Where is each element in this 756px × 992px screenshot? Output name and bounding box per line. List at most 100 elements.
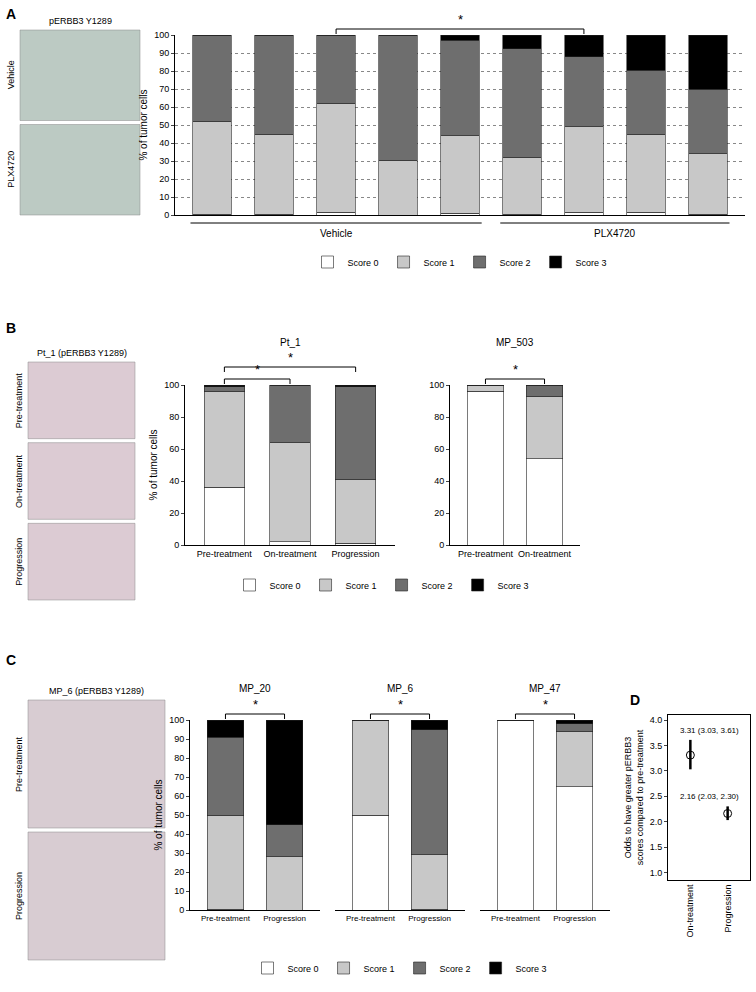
svg-text:*: *	[543, 697, 548, 712]
svg-text:0: 0	[179, 905, 184, 915]
svg-text:10: 10	[174, 886, 184, 896]
svg-text:Progression: Progression	[14, 538, 24, 586]
svg-text:Pre-treatment: Pre-treatment	[491, 914, 541, 923]
svg-text:*: *	[398, 697, 403, 712]
svg-text:Score 3: Score 3	[498, 581, 529, 591]
svg-text:80: 80	[434, 412, 444, 422]
svg-text:Score 0: Score 0	[348, 258, 379, 268]
svg-text:60: 60	[169, 444, 179, 454]
svg-text:40: 40	[174, 829, 184, 839]
svg-text:30: 30	[159, 156, 169, 166]
svg-text:0: 0	[174, 540, 179, 550]
svg-text:Score 0: Score 0	[270, 581, 301, 591]
svg-text:*: *	[288, 350, 293, 365]
svg-text:70: 70	[159, 84, 169, 94]
svg-text:On-treatment: On-treatment	[685, 884, 695, 938]
svg-text:Score 3: Score 3	[576, 258, 607, 268]
svg-text:Score 3: Score 3	[516, 964, 547, 974]
svg-text:2.16 (2.03, 2.30): 2.16 (2.03, 2.30)	[680, 792, 739, 801]
svg-text:40: 40	[159, 138, 169, 148]
svg-text:*: *	[253, 697, 258, 712]
svg-text:60: 60	[434, 444, 444, 454]
svg-text:100: 100	[164, 380, 179, 390]
svg-text:70: 70	[174, 772, 184, 782]
svg-text:*: *	[513, 362, 518, 377]
svg-text:20: 20	[174, 867, 184, 877]
svg-text:Pre-treatment: Pre-treatment	[14, 736, 24, 792]
svg-text:10: 10	[159, 192, 169, 202]
svg-text:1.5: 1.5	[650, 842, 663, 852]
svg-text:A: A	[6, 6, 16, 22]
svg-text:% of tumor cells: % of tumor cells	[153, 779, 164, 850]
svg-text:Pre-treatment: Pre-treatment	[458, 549, 514, 559]
svg-text:MP_503: MP_503	[496, 337, 534, 348]
svg-text:100: 100	[154, 30, 169, 40]
svg-text:Score 1: Score 1	[364, 964, 395, 974]
svg-text:PLX4720: PLX4720	[6, 151, 16, 188]
svg-text:Progression: Progression	[263, 914, 306, 923]
svg-text:MP_20: MP_20	[239, 683, 271, 694]
svg-text:Score 1: Score 1	[346, 581, 377, 591]
svg-text:2.0: 2.0	[650, 817, 663, 827]
svg-text:Score 2: Score 2	[500, 258, 531, 268]
svg-text:60: 60	[174, 791, 184, 801]
svg-text:60: 60	[159, 102, 169, 112]
svg-text:Progression: Progression	[723, 885, 733, 933]
svg-text:50: 50	[174, 810, 184, 820]
svg-text:0: 0	[439, 540, 444, 550]
svg-text:3.31 (3.03, 3.61): 3.31 (3.03, 3.61)	[680, 726, 739, 735]
svg-text:Pre-treatment: Pre-treatment	[346, 914, 396, 923]
svg-text:pERBB3 Y1289: pERBB3 Y1289	[49, 16, 112, 26]
svg-text:Score 1: Score 1	[424, 258, 455, 268]
svg-text:Progression: Progression	[553, 914, 596, 923]
svg-text:90: 90	[174, 734, 184, 744]
svg-text:Pt_1: Pt_1	[280, 337, 301, 348]
svg-text:100: 100	[429, 380, 444, 390]
svg-text:1.0: 1.0	[650, 868, 663, 878]
svg-text:Odds to have greater pERBB3sco: Odds to have greater pERBB3scores compar…	[623, 729, 645, 865]
svg-text:MP_6 (pERBB3 Y1289): MP_6 (pERBB3 Y1289)	[49, 686, 144, 696]
svg-text:Score 2: Score 2	[440, 964, 471, 974]
svg-text:D: D	[630, 692, 640, 708]
svg-text:% of tumor cells: % of tumor cells	[148, 429, 159, 500]
svg-text:Progression: Progression	[332, 549, 380, 559]
svg-text:*: *	[255, 362, 260, 377]
svg-text:40: 40	[434, 476, 444, 486]
svg-text:Score 0: Score 0	[288, 964, 319, 974]
svg-text:0: 0	[164, 210, 169, 220]
svg-text:Pt_1 (pERBB3 Y1289): Pt_1 (pERBB3 Y1289)	[37, 348, 127, 358]
svg-text:40: 40	[169, 476, 179, 486]
svg-text:2.5: 2.5	[650, 791, 663, 801]
svg-text:Score 2: Score 2	[422, 581, 453, 591]
svg-text:Vehicle: Vehicle	[320, 228, 353, 239]
svg-text:3.5: 3.5	[650, 741, 663, 751]
svg-text:Pre-treatment: Pre-treatment	[201, 914, 251, 923]
svg-text:90: 90	[159, 48, 169, 58]
svg-text:50: 50	[159, 120, 169, 130]
svg-text:80: 80	[174, 753, 184, 763]
svg-text:MP_47: MP_47	[529, 683, 561, 694]
svg-text:20: 20	[169, 508, 179, 518]
svg-text:PLX4720: PLX4720	[594, 228, 636, 239]
svg-text:C: C	[6, 652, 16, 668]
svg-text:*: *	[458, 12, 463, 27]
svg-text:4.0: 4.0	[650, 715, 663, 725]
svg-text:MP_6: MP_6	[387, 683, 414, 694]
svg-text:3.0: 3.0	[650, 766, 663, 776]
svg-text:B: B	[6, 320, 16, 336]
svg-text:Vehicle: Vehicle	[6, 60, 16, 89]
svg-text:20: 20	[434, 508, 444, 518]
svg-text:Pre-treatment: Pre-treatment	[14, 373, 24, 429]
svg-text:On-treatment: On-treatment	[14, 454, 24, 508]
svg-text:80: 80	[169, 412, 179, 422]
svg-text:Pre-treatment: Pre-treatment	[197, 549, 253, 559]
svg-text:On-treatment: On-treatment	[518, 549, 572, 559]
svg-text:% of tumor cells: % of tumor cells	[138, 89, 149, 160]
svg-text:100: 100	[169, 715, 184, 725]
svg-text:30: 30	[174, 848, 184, 858]
svg-text:Progression: Progression	[14, 872, 24, 920]
svg-text:On-treatment: On-treatment	[263, 549, 317, 559]
svg-text:20: 20	[159, 174, 169, 184]
svg-text:80: 80	[159, 66, 169, 76]
svg-text:Progression: Progression	[408, 914, 451, 923]
